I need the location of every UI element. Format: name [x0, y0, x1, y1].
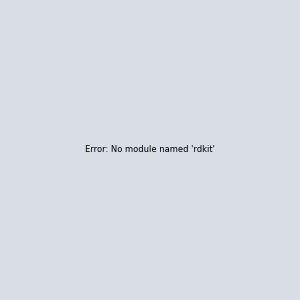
Text: Error: No module named 'rdkit': Error: No module named 'rdkit': [85, 146, 215, 154]
